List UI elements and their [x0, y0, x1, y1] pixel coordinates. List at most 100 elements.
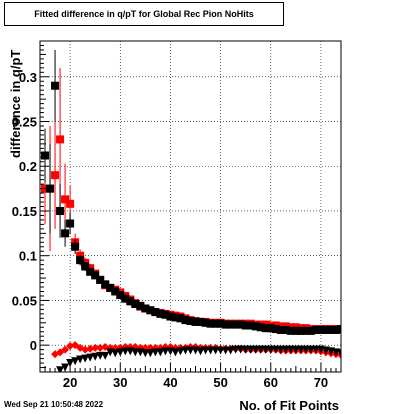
lower_black-point: [231, 345, 240, 354]
y-tick-label: 0.3: [19, 70, 37, 85]
upper_black-point: [96, 275, 105, 284]
lower_black-point: [116, 348, 125, 357]
upper_black-point: [176, 314, 185, 323]
y-tick-label: 0: [30, 338, 37, 353]
lower_black-point: [131, 348, 140, 357]
x-tick-label: 40: [163, 375, 177, 390]
y-tick-label: 0.15: [12, 204, 37, 219]
upper_black-point: [186, 317, 195, 326]
x-tick-label: 60: [264, 375, 278, 390]
upper_black-point: [306, 326, 315, 335]
lower_black-point: [301, 345, 310, 354]
upper_black-point: [251, 322, 260, 331]
lower_black-point: [156, 348, 165, 357]
lower_black-point: [206, 346, 215, 355]
upper_black-point: [121, 294, 130, 303]
upper_black-point: [316, 325, 325, 334]
upper_black-point: [196, 317, 205, 326]
upper_black-point: [41, 151, 50, 160]
upper_black-point: [191, 317, 200, 326]
upper_black-point: [106, 283, 115, 292]
upper_red-point: [66, 199, 75, 208]
lower_black-point: [141, 349, 150, 358]
upper_black-point: [236, 320, 245, 329]
upper_red-point: [56, 135, 65, 144]
upper_black-point: [126, 297, 135, 306]
upper_black-point: [161, 310, 170, 319]
upper_black-point: [51, 81, 60, 90]
upper_black-point: [276, 325, 285, 334]
lower_red-point: [61, 345, 70, 354]
upper_black-point: [181, 316, 190, 325]
lower_black-point: [96, 351, 105, 360]
x-tick-label: 70: [314, 375, 328, 390]
upper_black-point: [311, 325, 320, 334]
lower_black-point: [196, 347, 205, 356]
upper_black-point: [81, 262, 90, 271]
lower_red-point: [66, 342, 75, 351]
lower_black-point: [161, 347, 170, 356]
upper_black-point: [216, 319, 225, 328]
upper_black-point: [301, 326, 310, 335]
upper_black-point: [146, 306, 155, 315]
x-tick-label: 30: [113, 375, 127, 390]
lower_black-point: [337, 349, 341, 358]
upper_black-point: [221, 320, 230, 329]
lower_black-point: [121, 347, 130, 356]
upper_black-point: [71, 242, 80, 251]
y-tick-label: 0.25: [12, 115, 37, 130]
upper_black-point: [281, 325, 290, 334]
lower_black-point: [241, 345, 250, 354]
y-axis-label: difference in q/pT: [8, 50, 23, 158]
axis-ticks: [40, 40, 342, 372]
upper_black-point: [261, 324, 270, 333]
upper_black-point: [131, 300, 140, 309]
lower_black-point: [81, 354, 90, 363]
upper_black-point: [56, 206, 65, 215]
upper_black-point: [211, 319, 220, 328]
lower_red-point: [81, 345, 90, 354]
upper_black-point: [86, 267, 95, 276]
lower_black-point: [176, 347, 185, 356]
lower_black-point: [201, 346, 210, 355]
lower_black-point: [211, 346, 220, 355]
lower_black-point: [256, 345, 265, 354]
upper_black-point: [141, 304, 150, 313]
lower_black-point: [276, 345, 285, 354]
upper_black-point: [241, 321, 250, 330]
upper_black-point: [101, 280, 110, 289]
lower_black-point: [86, 353, 95, 362]
lower_black-point: [221, 346, 230, 355]
lower_black-point: [71, 357, 80, 366]
lower_black-point: [186, 346, 195, 355]
x-tick-label: 50: [213, 375, 227, 390]
upper_black-point: [206, 319, 215, 328]
upper_black-point: [266, 324, 275, 333]
lower_black-point: [251, 345, 260, 354]
chart-title: Fitted difference in q/pT for Global Rec…: [34, 9, 254, 19]
upper_black-point: [321, 325, 330, 334]
upper_black-point: [46, 184, 55, 193]
lower_black-point: [311, 345, 320, 354]
lower_black-point: [101, 351, 110, 360]
lower_black-point: [291, 345, 300, 354]
lower_red-point: [86, 344, 95, 353]
upper_black-point: [337, 325, 341, 334]
lower_black-point: [296, 345, 305, 354]
upper_black-point: [331, 325, 340, 334]
timestamp: Wed Sep 21 10:50:48 2022: [4, 400, 104, 409]
lower_black-point: [76, 355, 85, 364]
upper_black-point: [66, 219, 75, 228]
upper_black-point: [226, 320, 235, 329]
y-tick-label: 0.05: [12, 293, 37, 308]
lower_black-point: [181, 346, 190, 355]
upper_black-point: [171, 313, 180, 322]
upper_red-point: [51, 171, 60, 180]
upper_black-point: [291, 326, 300, 335]
upper_black-point: [166, 312, 175, 321]
lower_black-point: [151, 348, 160, 357]
lower_black-point: [91, 352, 100, 361]
lower_black-point: [266, 345, 275, 354]
upper_black-point: [296, 326, 305, 335]
upper_black-point: [271, 325, 280, 334]
